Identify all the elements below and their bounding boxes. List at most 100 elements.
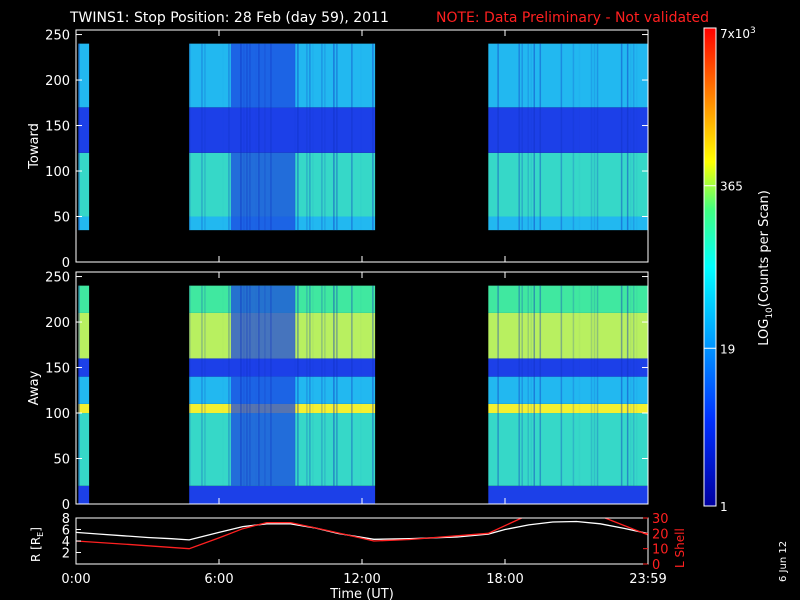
striation [572,285,575,486]
striation [321,285,323,486]
heatmap-band-2-3 [488,107,648,153]
heatmap-band-0-4 [78,358,90,377]
striation [324,285,326,486]
striation [249,43,251,231]
striation [533,285,536,486]
striation [626,43,629,231]
depletion-cell-1-4 [230,43,296,108]
striation [312,43,314,231]
heatmap-band-2-1 [488,216,648,231]
striation [309,285,311,486]
striation [294,43,296,231]
striation [620,285,623,486]
orbit-background [76,518,648,564]
y-tick-label: 0 [62,256,70,271]
heatmap-band-2-3 [488,376,648,404]
right-tick-label: 20 [652,527,669,542]
striation [255,44,257,231]
y-axis-label: Away [27,370,42,405]
colorbar-tick-sup: 3 [750,26,756,36]
colorbar-label-log: LOG [757,319,772,346]
x-axis-label: Time (UT) [329,587,394,600]
colorbar-label-end: (Counts per Scan) [757,190,772,307]
striation [306,43,308,231]
striation [255,286,257,486]
striation [189,43,191,231]
striation [78,285,80,486]
y-tick-label: 50 [53,453,70,468]
striation [593,285,596,486]
striation [258,285,260,486]
heatmap-band-2-0 [488,485,648,504]
striation [635,285,638,486]
depletion-cell-1-6 [230,285,296,313]
heatmap-band-0-2 [78,152,90,217]
striation [222,286,224,486]
x-tick-label: 18:00 [486,572,523,587]
colorbar: 1 19 365 7x103 [703,26,756,514]
radius-axis-label: R [RE] [29,527,45,562]
y-tick-label: 200 [45,316,70,331]
striation [189,285,191,486]
y-tick-label: 0 [62,498,70,513]
heatmap-band-0-1 [78,216,90,231]
striation [297,285,299,486]
preliminary-note: NOTE: Data Preliminary - Not validated [436,10,709,26]
y-tick-label: 250 [45,29,70,44]
striation [204,285,206,486]
radius-label-end: ] [29,527,43,532]
heatmap-band-1-4 [189,358,376,377]
striation [360,286,362,486]
x-tick-label: 12:00 [343,572,380,587]
striation [324,43,326,231]
striation [596,285,599,486]
heatmap-band-0-5 [78,312,90,359]
striation [518,285,520,486]
striation [321,43,323,231]
striation [632,43,635,231]
striation [590,43,593,231]
depletion-cell-1-1 [230,413,296,486]
colorbar-label-sub: 10 [765,307,775,319]
right-tick-label: 10 [652,543,669,558]
striation [530,43,532,231]
radius-label-sub: E [36,532,45,537]
left-tick-label: 2 [62,547,70,562]
colorbar-tick-text: 19 [720,342,735,356]
chart-title: TWINS1: Stop Position: 28 Feb (day 59), … [69,10,389,26]
y-tick-label: 150 [45,120,70,135]
striation [312,285,314,486]
depletion-cell-1-2 [230,152,296,217]
striation [228,285,230,486]
striation [204,43,206,231]
striation [201,285,203,486]
striation [333,43,335,231]
striation [201,43,203,231]
striation [626,285,629,486]
striation [306,285,308,486]
striation [372,285,374,486]
depletion-cell-1-2 [230,403,296,414]
heatmap-band-0-3 [78,107,90,153]
colorbar-tick-label: 1 [720,500,728,514]
striation [297,43,299,231]
striation [243,43,245,231]
left-tick-label: 4 [62,535,70,550]
y-tick-label: 200 [45,74,70,89]
striation [246,285,248,486]
heatmap-band-2-4 [488,43,648,108]
striation [270,285,272,486]
away-panel: 0 50 100 150 200 250 Away [27,271,649,513]
striation [560,285,563,486]
heatmap-band-0-0 [78,485,90,504]
striation [351,43,353,231]
depletion-cell-1-5 [230,312,296,359]
x-tick-label: 6:00 [204,572,233,587]
striation [629,285,632,486]
striation [521,43,523,231]
striation [264,285,266,486]
colorbar-tick-text: 365 [720,180,743,194]
radius-label-main: R [R [29,537,43,562]
heatmap-band-2-1 [488,413,648,486]
